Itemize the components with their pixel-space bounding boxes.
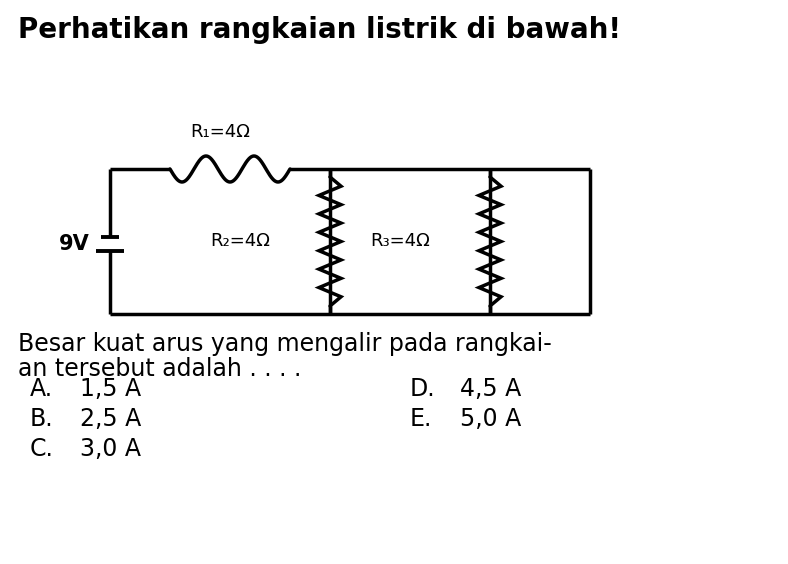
- Text: A.: A.: [30, 377, 53, 401]
- Text: D.: D.: [410, 377, 436, 401]
- Text: 2,5 A: 2,5 A: [80, 407, 141, 431]
- Text: an tersebut adalah . . . .: an tersebut adalah . . . .: [18, 357, 301, 381]
- Text: C.: C.: [30, 437, 54, 461]
- Text: 1,5 A: 1,5 A: [80, 377, 141, 401]
- Text: Perhatikan rangkaian listrik di bawah!: Perhatikan rangkaian listrik di bawah!: [18, 16, 621, 44]
- Text: R₂=4Ω: R₂=4Ω: [210, 232, 270, 250]
- Text: 4,5 A: 4,5 A: [460, 377, 521, 401]
- Text: 3,0 A: 3,0 A: [80, 437, 141, 461]
- Text: 5,0 A: 5,0 A: [460, 407, 521, 431]
- Text: R₁=4Ω: R₁=4Ω: [190, 123, 250, 141]
- Text: E.: E.: [410, 407, 433, 431]
- Text: Besar kuat arus yang mengalir pada rangkai-: Besar kuat arus yang mengalir pada rangk…: [18, 332, 552, 356]
- Text: B.: B.: [30, 407, 54, 431]
- Text: R₃=4Ω: R₃=4Ω: [370, 232, 430, 250]
- Text: 9V: 9V: [59, 234, 90, 254]
